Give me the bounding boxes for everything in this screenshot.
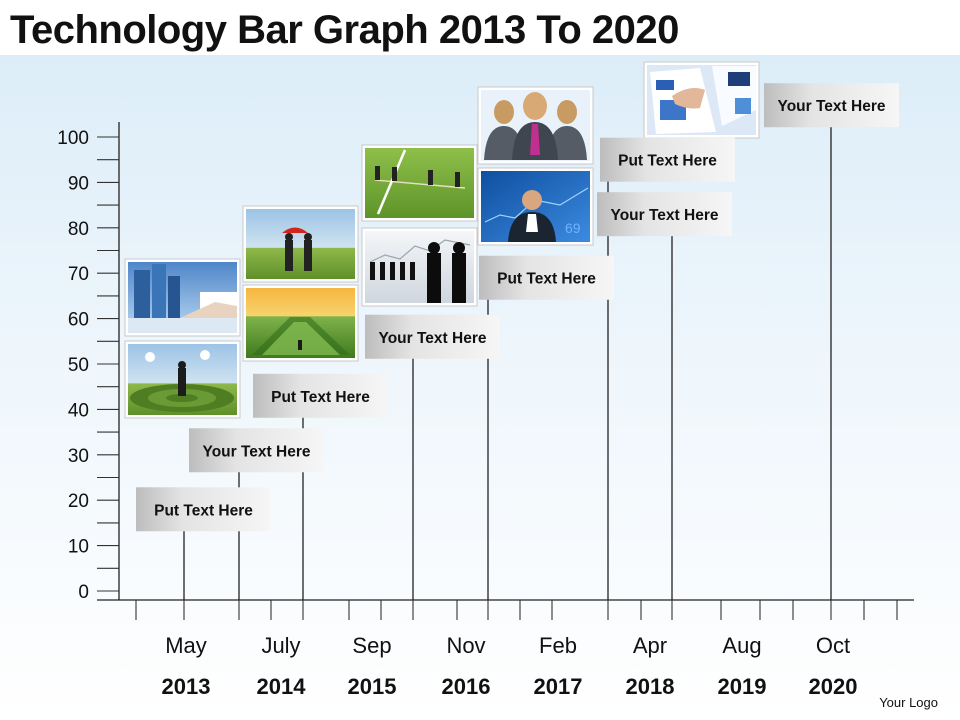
month-label: Oct: [816, 633, 850, 658]
maze-sunset-photo: [242, 284, 359, 362]
year-labels: 2013 2014 2015 2016 2017 2018 2019 2020: [162, 674, 858, 699]
callout-label: Put Text Here: [618, 153, 717, 170]
callout-box: [136, 487, 271, 532]
team-avatars-photo: [477, 86, 594, 165]
year-label: 2014: [257, 674, 307, 699]
handshake-silhouettes-photo: [361, 227, 478, 307]
year-label: 2019: [718, 674, 767, 699]
year-label: 2015: [348, 674, 397, 699]
month-label: Aug: [722, 633, 761, 658]
callout-label: Put Text Here: [497, 271, 596, 288]
callout-label: Put Text Here: [154, 502, 253, 519]
month-label: Feb: [539, 633, 577, 658]
callout-box: [597, 192, 732, 237]
month-label: Apr: [633, 633, 667, 658]
year-label: 2016: [442, 674, 491, 699]
callout-label: Your Text Here: [778, 98, 886, 115]
finance-documents-photo: [643, 61, 760, 139]
month-label: Sep: [352, 633, 391, 658]
year-label: 2013: [162, 674, 211, 699]
city-skyscraper-photo: [124, 258, 241, 337]
y-tick-label: 100: [57, 128, 89, 149]
logo-text: Your Logo: [879, 695, 938, 710]
tug-of-war-photo: [361, 144, 478, 222]
callout-box: [253, 373, 388, 418]
x-ticks: [135, 600, 898, 620]
callouts: Put Text Here Your Text Here Put Text Here…: [136, 83, 899, 532]
year-label: 2017: [534, 674, 583, 699]
maze-man-photo: [124, 340, 241, 419]
month-label: July: [261, 633, 300, 658]
photo-tiles: 69: [124, 61, 760, 419]
callout-box: [365, 314, 500, 359]
year-label: 2020: [809, 674, 858, 699]
callout-label: Put Text Here: [271, 389, 370, 406]
umbrella-businessmen-photo: [242, 205, 359, 283]
callout-label: Your Text Here: [611, 207, 719, 224]
callout-box: [189, 428, 324, 473]
y-tick-label: 10: [68, 537, 89, 558]
y-tick-label: 20: [68, 491, 89, 512]
y-tick-label: 70: [68, 264, 89, 285]
callout-box: [479, 255, 614, 300]
y-tick-labels: 0 10 20 30 40 50 60 70 80 90 100: [57, 128, 89, 603]
y-tick-label: 0: [78, 582, 89, 603]
callout-label: Your Text Here: [203, 443, 311, 460]
businessman-photo: 69: [477, 167, 594, 246]
y-tick-label: 60: [68, 310, 89, 331]
month-label: May: [165, 633, 207, 658]
callout-label: Your Text Here: [379, 330, 487, 347]
year-label: 2018: [626, 674, 675, 699]
callout-box: [764, 83, 899, 128]
month-label: Nov: [446, 633, 485, 658]
month-labels: May July Sep Nov Feb Apr Aug Oct: [165, 633, 850, 658]
y-tick-label: 50: [68, 355, 89, 376]
svg-text:69: 69: [565, 220, 581, 236]
y-tick-label: 30: [68, 446, 89, 467]
y-ticks: [97, 136, 119, 592]
y-tick-label: 80: [68, 219, 89, 240]
page-title: Technology Bar Graph 2013 To 2020: [10, 8, 679, 52]
y-tick-label: 40: [68, 400, 89, 421]
callout-box: [600, 137, 735, 182]
y-tick-label: 90: [68, 173, 89, 194]
